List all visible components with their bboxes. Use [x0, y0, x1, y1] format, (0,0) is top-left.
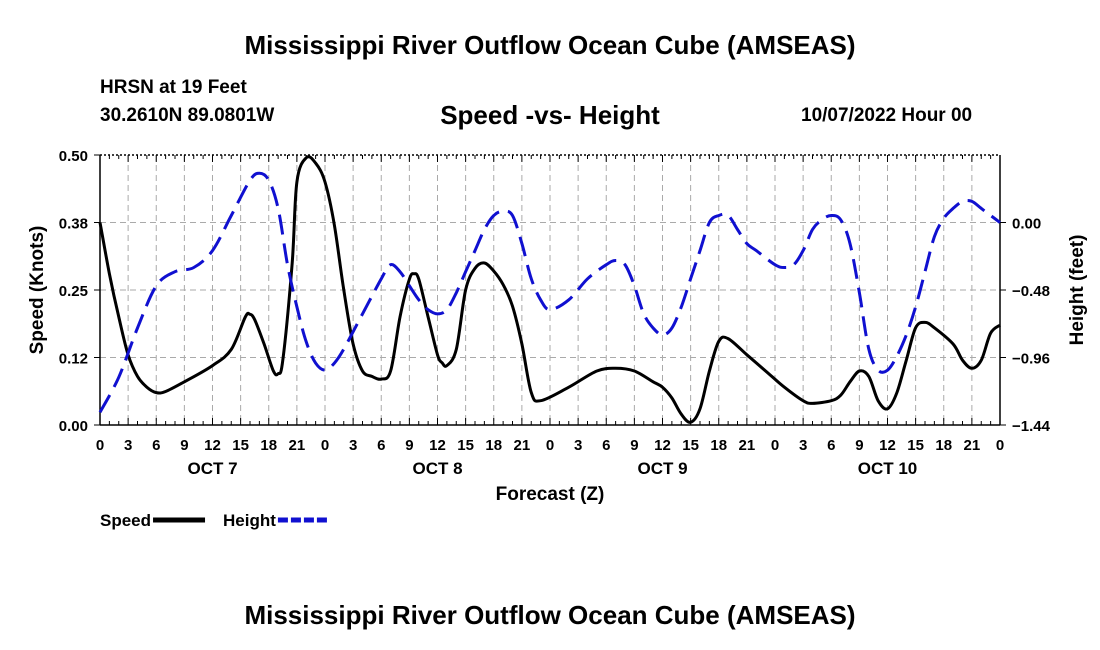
height-series-line [98, 171, 1001, 414]
x-tick-label: 15 [232, 437, 249, 454]
x-tick-label: 0 [546, 437, 554, 454]
y-tick-label: 0.12 [59, 351, 88, 368]
x-tick-label: 6 [377, 437, 385, 454]
x-tick-label: 0 [996, 437, 1004, 454]
x-tick-label: 21 [739, 437, 756, 454]
x-tick-label: 9 [405, 437, 413, 454]
y-tick-label: 0.00 [59, 418, 88, 435]
station-coordinates: 30.2610N 89.0801W [100, 105, 275, 126]
x-tick-label: 3 [124, 437, 132, 454]
x-tick-label: 6 [602, 437, 610, 454]
x-tick-label: 12 [879, 437, 896, 454]
speed-series-line [98, 155, 1001, 424]
x-tick-label: 3 [799, 437, 807, 454]
x-tick-label: 15 [682, 437, 699, 454]
footer-title: Mississippi River Outflow Ocean Cube (AM… [244, 600, 856, 630]
x-axis-title: Forecast (Z) [496, 484, 605, 505]
x-tick-label: 9 [855, 437, 863, 454]
chart-title: Mississippi River Outflow Ocean Cube (AM… [244, 30, 856, 60]
x-tick-label: 6 [152, 437, 160, 454]
x-day-label: OCT 10 [858, 459, 918, 478]
x-tick-label: 0 [771, 437, 779, 454]
y-tick-label: 0.25 [59, 283, 88, 300]
x-tick-label: 18 [260, 437, 277, 454]
x-tick-label: 0 [321, 437, 329, 454]
x-tick-label: 21 [514, 437, 531, 454]
x-tick-label: 18 [935, 437, 952, 454]
y2-tick-label: −0.96 [1012, 351, 1050, 368]
x-tick-label: 6 [827, 437, 835, 454]
y2-tick-label: −1.44 [1012, 418, 1051, 435]
x-tick-label: 0 [96, 437, 104, 454]
x-tick-label: 3 [574, 437, 582, 454]
x-tick-label: 12 [654, 437, 671, 454]
station-label: HRSN at 19 Feet [100, 77, 247, 98]
x-tick-label: 21 [289, 437, 306, 454]
x-tick-label: 3 [349, 437, 357, 454]
x-tick-label: 12 [204, 437, 221, 454]
x-tick-label: 18 [485, 437, 502, 454]
x-tick-label: 15 [457, 437, 474, 454]
x-tick-label: 18 [710, 437, 727, 454]
y-tick-label: 0.38 [59, 216, 88, 233]
x-tick-label: 12 [429, 437, 446, 454]
x-tick-label: 15 [907, 437, 924, 454]
y-axis-title: Speed (Knots) [27, 226, 48, 355]
x-day-label: OCT 8 [412, 459, 462, 478]
x-tick-label: 21 [964, 437, 981, 454]
y2-tick-label: −0.48 [1012, 283, 1050, 300]
y2-axis-title: Height (feet) [1067, 235, 1088, 346]
x-day-label: OCT 7 [187, 459, 237, 478]
x-tick-label: 9 [180, 437, 188, 454]
y2-tick-label: 0.00 [1012, 216, 1041, 233]
legend-height-label: Height [223, 511, 276, 530]
forecast-timestamp: 10/07/2022 Hour 00 [801, 105, 973, 126]
legend-speed-label: Speed [100, 511, 151, 530]
x-tick-label: 9 [630, 437, 638, 454]
y-tick-label: 0.50 [59, 148, 88, 165]
x-day-label: OCT 9 [637, 459, 687, 478]
chart-subtitle: Speed -vs- Height [440, 100, 660, 130]
